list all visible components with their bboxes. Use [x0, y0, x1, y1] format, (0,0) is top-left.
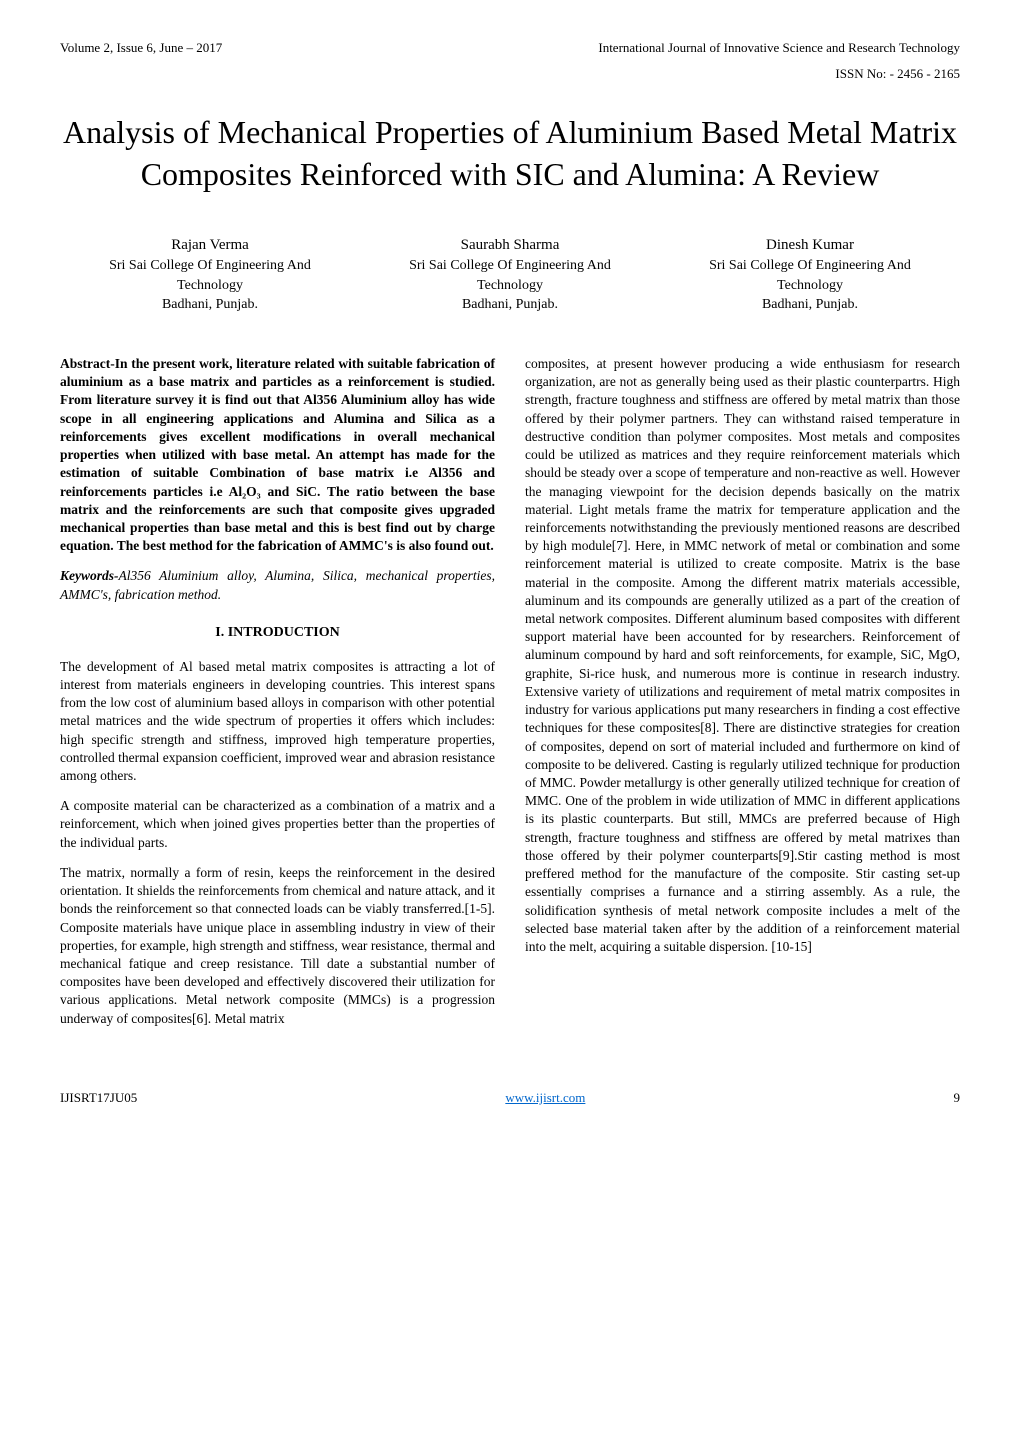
keywords-label: Keywords- [60, 568, 119, 583]
keywords-text: Al356 Aluminium alloy, Alumina, Silica, … [60, 568, 495, 601]
right-column-text: composites, at present however producing… [525, 355, 960, 956]
header-issn: ISSN No: - 2456 - 2165 [835, 66, 960, 82]
header-volume-issue: Volume 2, Issue 6, June – 2017 [60, 40, 222, 56]
page-footer: IJISRT17JU05 www.ijisrt.com 9 [60, 1090, 960, 1106]
author-block-1: Rajan Verma Sri Sai College Of Engineeri… [60, 235, 360, 315]
footer-website-link[interactable]: www.ijisrt.com [505, 1090, 585, 1106]
author-affiliation: Technology [360, 276, 660, 296]
author-affiliation: Sri Sai College Of Engineering And [360, 256, 660, 276]
author-affiliation: Sri Sai College Of Engineering And [60, 256, 360, 276]
abstract-text: In the present work, literature related … [60, 356, 495, 553]
author-block-3: Dinesh Kumar Sri Sai College Of Engineer… [660, 235, 960, 315]
author-affiliation: Technology [60, 276, 360, 296]
author-name: Saurabh Sharma [360, 235, 660, 256]
author-name: Rajan Verma [60, 235, 360, 256]
intro-paragraph-3: The matrix, normally a form of resin, ke… [60, 864, 495, 1028]
author-affiliation: Badhani, Punjab. [660, 295, 960, 315]
header-journal-name: International Journal of Innovative Scie… [598, 40, 960, 56]
left-column: Abstract-In the present work, literature… [60, 355, 495, 1040]
author-block-2: Saurabh Sharma Sri Sai College Of Engine… [360, 235, 660, 315]
paper-title: Analysis of Mechanical Properties of Alu… [60, 112, 960, 195]
keywords-paragraph: Keywords-Al356 Aluminium alloy, Alumina,… [60, 567, 495, 603]
author-affiliation: Badhani, Punjab. [360, 295, 660, 315]
abstract-label: Abstract- [60, 356, 115, 371]
section-heading-introduction: I. INTRODUCTION [60, 624, 495, 643]
author-affiliation: Technology [660, 276, 960, 296]
right-column: composites, at present however producing… [525, 355, 960, 1040]
intro-paragraph-2: A composite material can be characterize… [60, 797, 495, 852]
intro-paragraph-1: The development of Al based metal matrix… [60, 658, 495, 786]
footer-page-number: 9 [954, 1090, 961, 1106]
content-columns: Abstract-In the present work, literature… [60, 355, 960, 1040]
author-affiliation: Sri Sai College Of Engineering And [660, 256, 960, 276]
author-affiliation: Badhani, Punjab. [60, 295, 360, 315]
footer-paper-id: IJISRT17JU05 [60, 1090, 137, 1106]
abstract-paragraph: Abstract-In the present work, literature… [60, 355, 495, 555]
authors-row: Rajan Verma Sri Sai College Of Engineeri… [60, 235, 960, 315]
page-header: Volume 2, Issue 6, June – 2017 Internati… [60, 40, 960, 82]
author-name: Dinesh Kumar [660, 235, 960, 256]
